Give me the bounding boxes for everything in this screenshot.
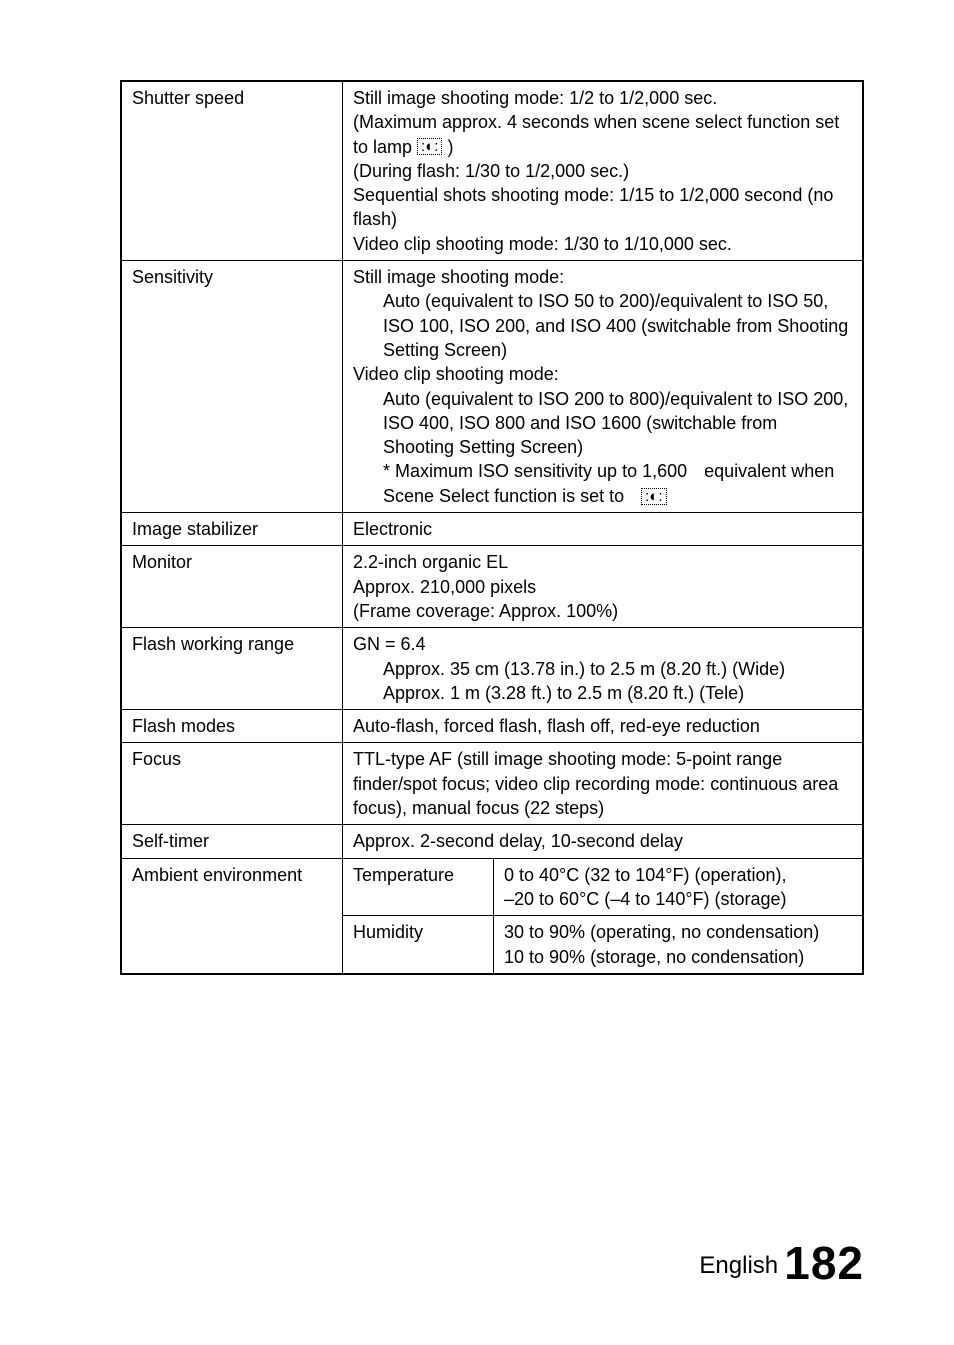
label-humidity: Humidity [343,916,494,974]
row-selftimer: Self-timer Approx. 2-second delay, 10-se… [121,825,863,858]
spec-table: Shutter speed Still image shooting mode:… [120,80,864,975]
row-monitor: Monitor 2.2-inch organic EL Approx. 210,… [121,546,863,628]
value-temperature: 0 to 40°C (32 to 104°F) (operation),–20 … [494,858,864,916]
label-ambient: Ambient environment [121,858,343,974]
value-humidity: 30 to 90% (operating, no condensation)10… [494,916,864,974]
value-flash-range: GN = 6.4 Approx. 35 cm (13.78 in.) to 2.… [343,628,864,710]
label-focus: Focus [121,743,343,825]
row-focus: Focus TTL-type AF (still image shooting … [121,743,863,825]
sensitivity-still-detail: Auto (equivalent to ISO 50 to 200)/equiv… [353,289,852,362]
label-shutter: Shutter speed [121,81,343,261]
value-selftimer: Approx. 2-second delay, 10-second delay [343,825,864,858]
label-stabilizer: Image stabilizer [121,513,343,546]
value-flash-modes: Auto-flash, forced flash, flash off, red… [343,710,864,743]
label-temperature: Temperature [343,858,494,916]
lamp-icon: :◐: [417,138,442,155]
label-monitor: Monitor [121,546,343,628]
value-focus: TTL-type AF (still image shooting mode: … [343,743,864,825]
flash-gn: GN = 6.4 [353,634,426,654]
label-flash-modes: Flash modes [121,710,343,743]
row-flash-range: Flash working range GN = 6.4 Approx. 35 … [121,628,863,710]
value-monitor: 2.2-inch organic EL Approx. 210,000 pixe… [343,546,864,628]
sensitivity-still-heading: Still image shooting mode: [353,267,564,287]
row-stabilizer: Image stabilizer Electronic [121,513,863,546]
page-footer: English 182 [699,1236,864,1290]
sensitivity-video-note: * Maximum ISO sensitivity up to 1,600 eq… [353,459,852,508]
sensitivity-video-detail: Auto (equivalent to ISO 200 to 800)/equi… [353,387,852,460]
value-stabilizer: Electronic [343,513,864,546]
lamp-icon-2: :◐: [641,488,666,505]
row-ambient-temp: Ambient environment Temperature 0 to 40°… [121,858,863,916]
label-selftimer: Self-timer [121,825,343,858]
row-flash-modes: Flash modes Auto-flash, forced flash, fl… [121,710,863,743]
row-shutter-speed: Shutter speed Still image shooting mode:… [121,81,863,261]
flash-wide: Approx. 35 cm (13.78 in.) to 2.5 m (8.20… [353,657,852,681]
label-flash-range: Flash working range [121,628,343,710]
footer-language: English [699,1252,778,1279]
flash-tele: Approx. 1 m (3.28 ft.) to 2.5 m (8.20 ft… [353,681,852,705]
value-sensitivity: Still image shooting mode: Auto (equival… [343,261,864,513]
label-sensitivity: Sensitivity [121,261,343,513]
value-shutter: Still image shooting mode: 1/2 to 1/2,00… [343,81,864,261]
sensitivity-video-heading: Video clip shooting mode: [353,364,559,384]
row-sensitivity: Sensitivity Still image shooting mode: A… [121,261,863,513]
footer-page-number: 182 [784,1237,864,1289]
